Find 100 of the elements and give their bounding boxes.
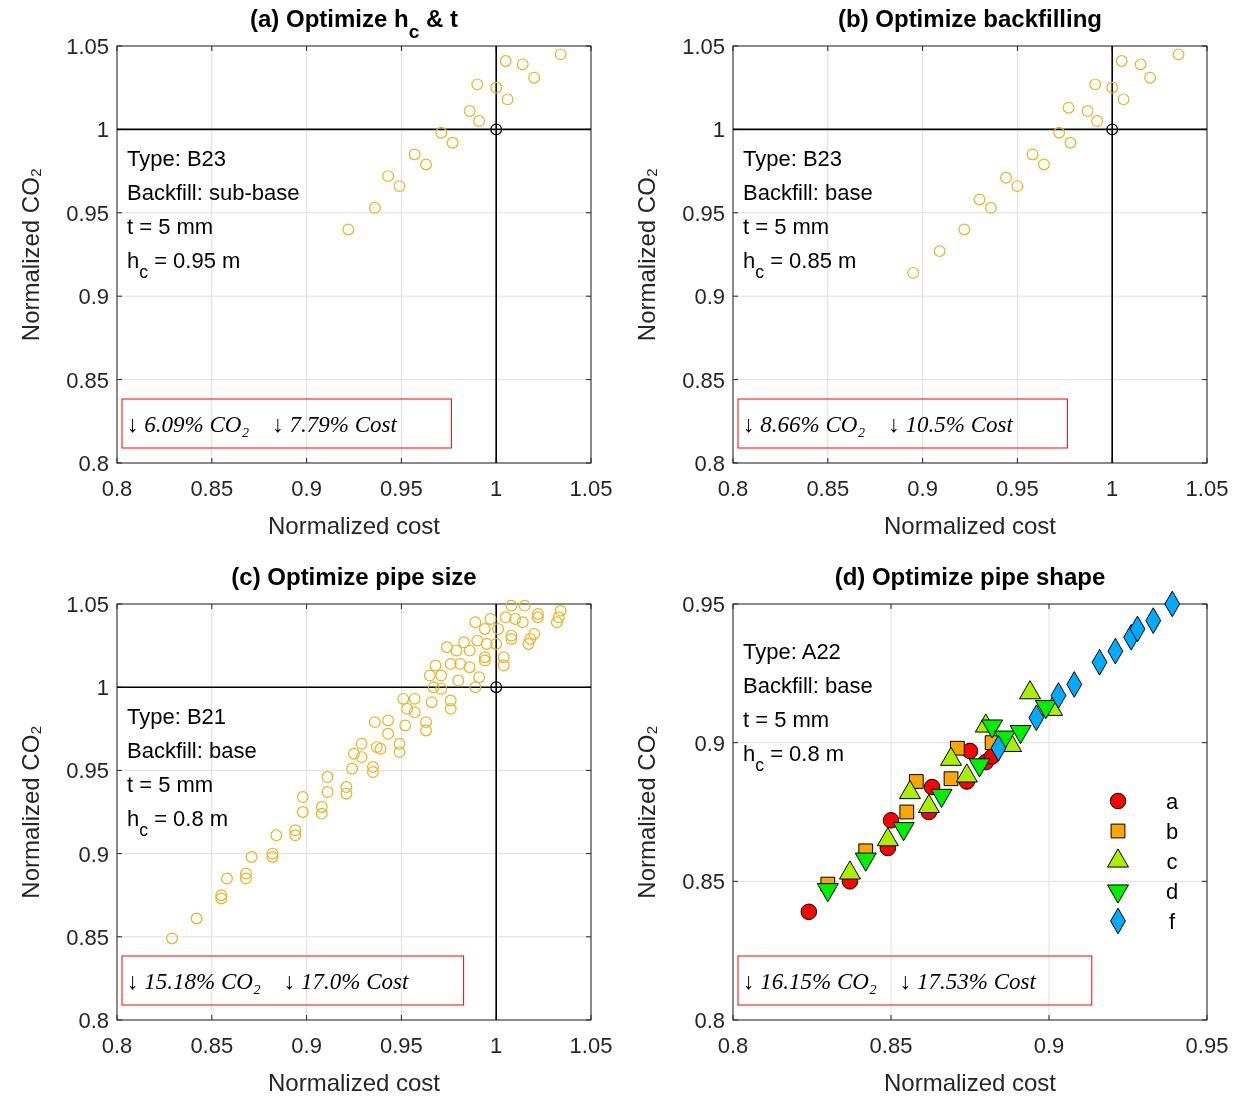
y-axis-title: Normalized CO₂ — [17, 167, 44, 342]
y-tick-label: 0.8 — [694, 1008, 725, 1033]
y-tick-label: 0.9 — [78, 841, 109, 867]
annotation: t = 5 mm — [127, 772, 214, 797]
x-tick-label: 1.05 — [1185, 476, 1229, 501]
legend-label: f — [1168, 909, 1176, 934]
annotation: ↓ 8.66% CO₂ ↓ 10.5% Cost — [743, 412, 1014, 437]
x-tick-label: 0.8 — [717, 476, 749, 501]
point — [1064, 136, 1077, 149]
annotation: t = 5 mm — [743, 214, 830, 239]
x-tick-label: 1 — [490, 476, 503, 501]
y-tick-label: 0.85 — [682, 367, 725, 393]
point — [1134, 58, 1147, 71]
y-tick-label: 1 — [96, 675, 109, 701]
annotation: h$_{c}$ = 0.95 m — [127, 248, 241, 282]
point — [958, 223, 971, 236]
y-tick-label: 0.95 — [682, 592, 725, 617]
point — [1144, 71, 1157, 84]
point — [1091, 115, 1103, 127]
chart-title: (c) Optimize pipe size — [231, 563, 477, 590]
point — [420, 158, 432, 171]
x-tick-label: 0.9 — [291, 1033, 322, 1058]
x-tick-label: 0.9 — [907, 476, 938, 501]
y-tick-label: 0.95 — [682, 200, 725, 226]
point — [1053, 126, 1066, 139]
point — [1117, 93, 1130, 106]
point — [463, 105, 476, 117]
point — [554, 48, 567, 61]
x-tick-label: 1.05 — [569, 476, 613, 501]
point — [408, 148, 421, 161]
y-tick-label: 1.05 — [66, 592, 109, 617]
annotation: h$_{c}$ = 0.8 m — [127, 806, 229, 840]
x-tick-label: 1 — [490, 1033, 503, 1058]
x-tick-label: 0.95 — [379, 1033, 423, 1058]
x-tick-label: 1 — [1106, 476, 1119, 501]
y-tick-label: 0.95 — [66, 758, 109, 784]
x-tick-label: 0.95 — [1185, 1033, 1229, 1058]
annotation: h$_{c}$ = 0.8 m — [743, 741, 845, 775]
y-tick-label: 1.05 — [682, 34, 725, 59]
point — [907, 266, 920, 279]
y-tick-label: 0.8 — [78, 1008, 109, 1033]
point — [1115, 55, 1128, 67]
x-tick-label: 0.95 — [995, 476, 1039, 501]
point — [528, 71, 541, 84]
point — [1011, 180, 1024, 193]
point — [984, 201, 997, 214]
annotation: t = 5 mm — [127, 214, 214, 239]
legend-label: a — [1165, 789, 1179, 814]
x-tick-label: 1.05 — [569, 1033, 613, 1058]
y-tick-label: 0.8 — [78, 451, 109, 476]
point — [1081, 105, 1094, 117]
y-tick-label: 0.85 — [682, 869, 725, 895]
y-axis-title: Normalized CO₂ — [633, 725, 660, 899]
point — [473, 115, 486, 127]
y-tick-label: 0.8 — [694, 451, 725, 476]
legend-label: b — [1165, 819, 1179, 844]
annotation: ↓ 16.15% CO₂ ↓ 17.53% Cost — [743, 969, 1037, 994]
x-tick-label: 0.85 — [190, 476, 234, 501]
point — [499, 55, 512, 67]
y-axis-title: Normalized CO₂ — [17, 725, 44, 899]
x-tick-label: 0.85 — [806, 476, 850, 501]
point — [368, 201, 381, 214]
annotation: Type: B23 — [127, 146, 227, 171]
point — [490, 123, 503, 136]
point — [973, 193, 986, 206]
chart-title: (b) Optimize backfilling — [837, 5, 1103, 32]
point — [1000, 171, 1012, 184]
y-tick-label: 1.05 — [66, 34, 109, 59]
annotation: Type: A22 — [743, 639, 841, 664]
x-tick-label: 0.8 — [717, 1033, 749, 1058]
y-tick-label: 0.9 — [694, 284, 725, 310]
point — [1062, 101, 1075, 114]
annotation: Backfill: base — [127, 738, 257, 763]
point — [435, 126, 448, 139]
annotation: t = 5 mm — [743, 707, 830, 732]
x-axis-title: Normalized cost — [267, 512, 441, 539]
point — [446, 136, 459, 149]
x-tick-label: 0.85 — [190, 1033, 234, 1058]
y-tick-label: 0.9 — [694, 730, 725, 756]
annotation: ↓ 6.09% CO₂ ↓ 7.79% Cost — [127, 412, 398, 437]
x-axis-title: Normalized cost — [883, 512, 1057, 539]
y-tick-label: 0.9 — [78, 284, 109, 310]
legend-label: c — [1166, 849, 1178, 874]
annotation: ↓ 15.18% CO₂ ↓ 17.0% Cost — [127, 969, 410, 994]
chart-title: (d) Optimize pipe shape — [834, 563, 1106, 590]
y-tick-label: 0.85 — [66, 367, 109, 393]
y-tick-label: 1 — [712, 117, 725, 143]
x-axis-title: Normalized cost — [267, 1069, 441, 1096]
point — [1089, 78, 1102, 91]
point — [501, 93, 514, 106]
annotation: h$_{c}$ = 0.85 m — [743, 248, 857, 282]
annotation: Backfill: sub-base — [127, 180, 300, 205]
y-tick-label: 1 — [96, 117, 109, 143]
annotation: Backfill: base — [743, 673, 873, 698]
annotation: Type: B23 — [743, 146, 843, 171]
x-tick-label: 0.95 — [379, 476, 423, 501]
point — [342, 223, 355, 236]
x-axis-title: Normalized cost — [883, 1069, 1057, 1096]
x-tick-label: 0.9 — [1033, 1033, 1065, 1058]
y-tick-label: 0.95 — [66, 200, 109, 226]
